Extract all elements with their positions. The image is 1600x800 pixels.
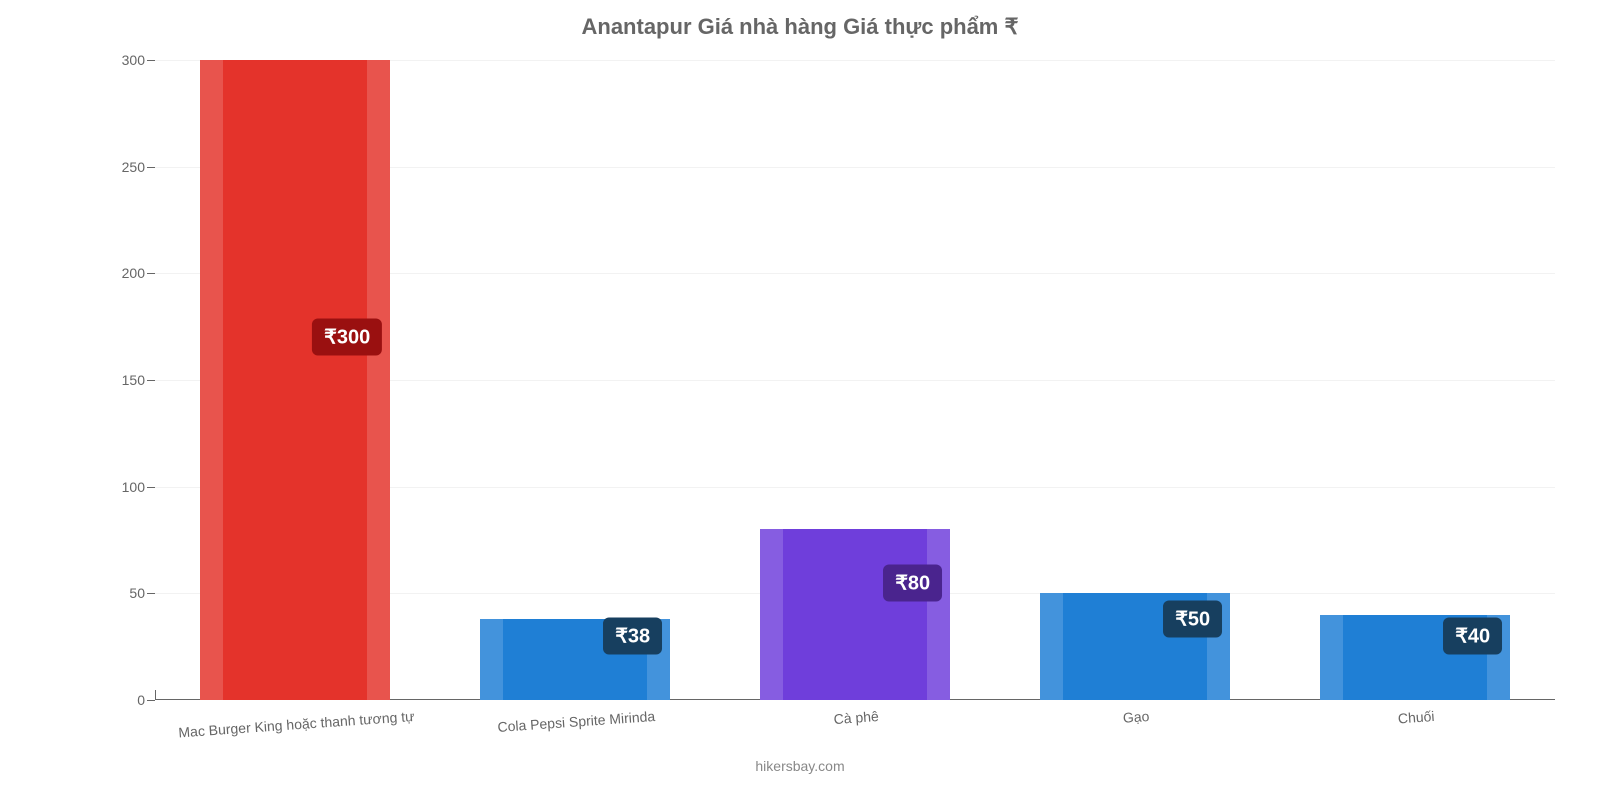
- value-badge: ₹80: [883, 564, 942, 601]
- x-tick-label: Mac Burger King hoặc thanh tương tự: [177, 700, 415, 740]
- bar-face: [760, 529, 950, 700]
- y-tick-mark: [147, 593, 155, 594]
- chart-title: Anantapur Giá nhà hàng Giá thực phẩm ₹: [0, 0, 1600, 40]
- value-badge: ₹50: [1163, 600, 1222, 637]
- value-badge: ₹300: [312, 319, 382, 356]
- x-tick-label: Gạo: [1122, 700, 1150, 726]
- y-tick-mark: [147, 700, 155, 701]
- y-tick-mark: [147, 273, 155, 274]
- bar-face: [200, 60, 390, 700]
- y-tick-mark: [147, 380, 155, 381]
- value-badge: ₹40: [1443, 618, 1502, 655]
- y-tick-mark: [147, 487, 155, 488]
- x-tick-label: Cola Pepsi Sprite Mirinda: [496, 700, 655, 735]
- bar: [760, 529, 950, 700]
- y-tick-mark: [147, 60, 155, 61]
- bar: [200, 60, 390, 700]
- plot-area: 050100150200250300₹300Mac Burger King ho…: [155, 60, 1555, 700]
- x-tick-label: Cà phê: [833, 700, 880, 727]
- value-badge: ₹38: [603, 618, 662, 655]
- chart-container: Anantapur Giá nhà hàng Giá thực phẩm ₹ 0…: [0, 0, 1600, 800]
- y-tick-mark: [147, 167, 155, 168]
- attribution: hikersbay.com: [0, 758, 1600, 774]
- x-tick-label: Chuối: [1397, 700, 1435, 726]
- bars-layer: [155, 60, 1555, 700]
